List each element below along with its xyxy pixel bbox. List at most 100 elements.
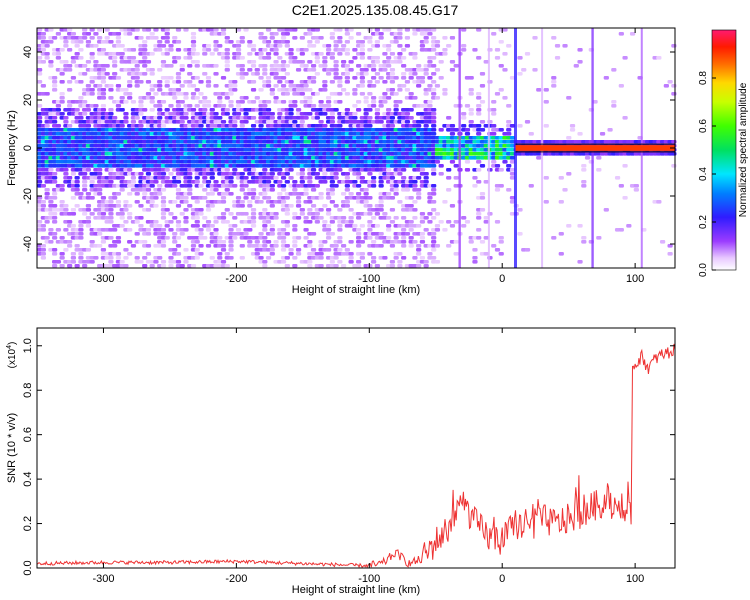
heatmap-cell: [401, 72, 407, 76]
heatmap-cell: [59, 80, 65, 84]
heatmap-cell: [97, 168, 103, 172]
heatmap-cell: [220, 248, 227, 252]
heatmap-cell: [157, 80, 163, 84]
heatmap-cell: [37, 28, 43, 32]
heatmap-cell: [142, 240, 148, 244]
heatmap-cell: [269, 116, 275, 120]
heatmap-cell: [476, 92, 482, 96]
heatmap-cell: [367, 212, 373, 216]
heatmap-cell: [566, 96, 572, 100]
heatmap-cell: [464, 128, 471, 132]
heatmap-cell: [494, 220, 501, 224]
heatmap-cell: [468, 92, 474, 96]
heatmap-cell: [55, 56, 62, 60]
heatmap-cell: [228, 192, 234, 196]
heatmap-cell: [89, 260, 95, 264]
heatmap-cell: [78, 232, 84, 236]
heatmap-cell: [307, 32, 313, 36]
heatmap-cell: [160, 100, 167, 104]
heatmap-cell: [59, 200, 65, 204]
colorbar-label: Normalized spectral amplitude: [738, 82, 749, 217]
heatmap-cell: [179, 68, 185, 72]
heatmap-cell: [476, 168, 482, 172]
heatmap-cell: [322, 204, 328, 208]
heatmap-cell: [145, 80, 152, 84]
heatmap-cell: [397, 36, 403, 40]
heatmap-cell: [558, 252, 564, 256]
heatmap-cell: [142, 64, 148, 68]
heatmap-cell: [202, 72, 208, 76]
heatmap-cell: [228, 104, 234, 108]
heatmap-cell: [160, 228, 167, 232]
heatmap-cell: [127, 252, 133, 256]
heatmap-cell: [401, 168, 407, 172]
heatmap-cell: [367, 264, 373, 268]
heatmap-cell: [168, 172, 174, 176]
heatmap-cell: [543, 124, 549, 128]
heatmap-cell: [464, 168, 471, 172]
heatmap-cell: [232, 88, 238, 92]
heatmap-cell: [325, 96, 332, 100]
heatmap-cell: [359, 76, 365, 80]
heatmap-cell: [393, 236, 399, 240]
heatmap-cell: [78, 116, 84, 120]
heatmap-cell: [160, 264, 167, 268]
heatmap-cell: [164, 84, 170, 88]
heatmap-cell: [468, 108, 474, 112]
heatmap-cell: [209, 256, 215, 260]
heatmap-cell: [277, 192, 283, 196]
heatmap-cell: [397, 252, 403, 256]
heatmap-cell: [322, 172, 328, 176]
heatmap-cell: [517, 72, 523, 76]
heatmap-cell: [145, 172, 152, 176]
heatmap-cell: [265, 40, 272, 44]
heatmap-cell: [397, 100, 403, 104]
heatmap-cell: [202, 216, 208, 220]
heatmap-cell: [329, 180, 335, 184]
heatmap-cell: [288, 52, 294, 56]
heatmap-cell: [55, 32, 62, 36]
heatmap-cell: [142, 72, 148, 76]
heatmap-cell: [442, 36, 448, 40]
heatmap-cell: [104, 72, 110, 76]
heatmap-cell: [123, 120, 129, 124]
heatmap-cell: [292, 224, 298, 228]
x-tick-label: -200: [225, 573, 247, 585]
heatmap-cell: [374, 60, 381, 64]
heatmap-cell: [408, 236, 414, 240]
heatmap-cell: [160, 60, 167, 64]
heatmap-cell: [63, 204, 69, 208]
heatmap-cell: [427, 104, 433, 108]
heatmap-cell: [187, 72, 193, 76]
heatmap-cell: [228, 248, 234, 252]
heatmap-cell: [85, 124, 92, 128]
heatmap-cell: [363, 188, 369, 192]
heatmap-cell: [367, 36, 373, 40]
heatmap-cell: [468, 112, 474, 116]
heatmap-cell: [314, 72, 320, 76]
heatmap-cell: [67, 80, 73, 84]
heatmap-cell: [277, 80, 283, 84]
heatmap-cell: [543, 176, 549, 180]
heatmap-cell: [194, 200, 200, 204]
heatmap-cell: [325, 104, 332, 108]
heatmap-cell: [232, 168, 238, 172]
heatmap-cell: [269, 224, 275, 228]
heatmap-cell: [371, 240, 377, 244]
heatmap-cell: [408, 108, 414, 112]
heatmap-cell: [213, 112, 219, 116]
heatmap-cell: [483, 216, 489, 220]
heatmap-cell: [82, 212, 88, 216]
heatmap-cell: [89, 196, 95, 200]
heatmap-cell: [187, 188, 193, 192]
heatmap-cell: [483, 60, 489, 64]
heatmap-cell: [37, 104, 43, 108]
heatmap-cell: [322, 56, 328, 60]
heatmap-cell: [476, 96, 482, 100]
heatmap-cell: [344, 248, 350, 252]
heatmap-cell: [280, 176, 287, 180]
heatmap-cell: [85, 208, 92, 212]
heatmap-cell: [258, 32, 264, 36]
heatmap-cell: [468, 88, 474, 92]
heatmap-cell: [378, 104, 384, 108]
